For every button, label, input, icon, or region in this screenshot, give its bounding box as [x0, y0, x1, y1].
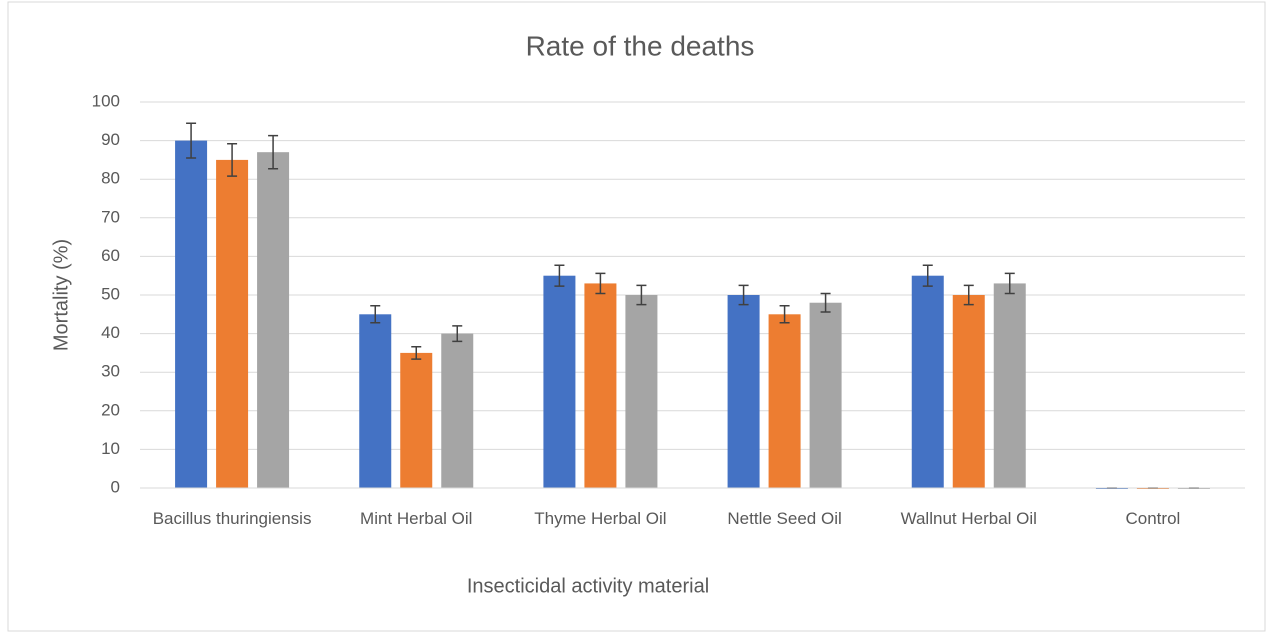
error-bar	[227, 142, 238, 177]
chart-title: Rate of the deaths	[526, 30, 755, 61]
error-bar	[636, 284, 647, 306]
y-tick-label: 80	[101, 169, 120, 188]
bar	[993, 283, 1026, 488]
error-bar	[411, 345, 422, 360]
y-tick-label: 30	[101, 362, 120, 381]
bar	[911, 275, 944, 488]
error-bar	[452, 325, 463, 343]
error-bar	[738, 284, 749, 306]
bar	[768, 314, 801, 488]
y-tick-label: 10	[101, 439, 120, 458]
error-bar	[554, 264, 565, 287]
y-tick-label: 50	[101, 284, 120, 303]
bar	[400, 352, 433, 488]
y-tick-label: 40	[101, 323, 120, 342]
bar	[809, 302, 842, 488]
error-bar	[1004, 272, 1015, 295]
error-bar	[779, 305, 790, 324]
bar	[952, 295, 985, 488]
error-bar	[186, 122, 197, 159]
x-tick-label: Bacillus thuringiensis	[152, 509, 312, 528]
x-tick-label: Mint Herbal Oil	[360, 509, 473, 528]
bar	[625, 295, 658, 488]
y-tick-label: 60	[101, 246, 120, 265]
y-tick-label: 0	[111, 477, 120, 496]
x-tick-label: Nettle Seed Oil	[727, 509, 842, 528]
y-tick-label: 90	[101, 130, 120, 149]
x-tick-label: Wallnut Herbal Oil	[900, 509, 1037, 528]
bar	[441, 333, 474, 488]
y-axis-label: Mortality (%)	[50, 239, 72, 351]
bar	[727, 295, 760, 488]
bar	[359, 314, 392, 488]
y-tick-label: 70	[101, 207, 120, 226]
x-tick-label: Thyme Herbal Oil	[534, 509, 667, 528]
bar	[543, 275, 576, 488]
error-bar	[595, 272, 606, 295]
bar	[257, 152, 290, 488]
x-axis-label: Insecticidal activity material	[467, 575, 709, 597]
y-tick-label: 20	[101, 400, 120, 419]
error-bar	[268, 134, 279, 170]
bar	[584, 283, 617, 488]
y-tick-label: 100	[92, 91, 120, 110]
error-bar	[820, 292, 831, 313]
bar	[175, 140, 208, 488]
error-bar	[922, 264, 933, 287]
x-tick-label: Control	[1125, 509, 1181, 528]
error-bar	[370, 305, 381, 324]
bar	[216, 159, 249, 488]
error-bar	[963, 284, 974, 306]
